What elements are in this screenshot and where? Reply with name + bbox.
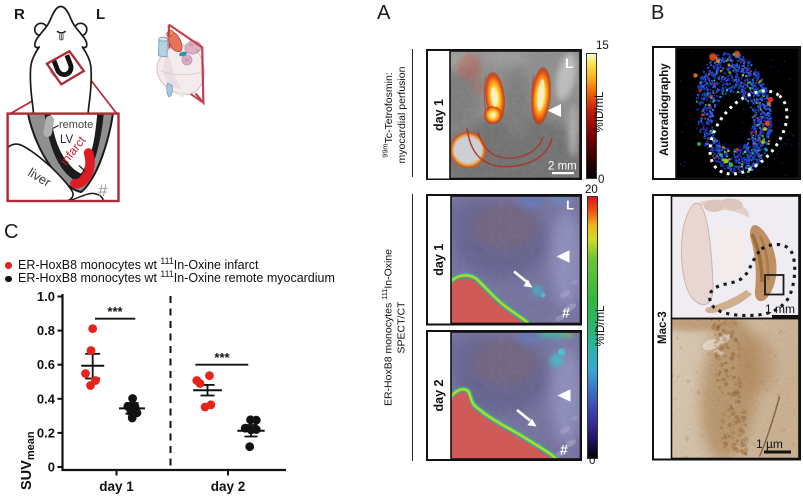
svg-text:SUVmean: SUVmean: [19, 431, 37, 490]
svg-text:***: ***: [107, 304, 123, 319]
svg-text:L: L: [565, 55, 574, 71]
svg-text:day 1: day 1: [432, 98, 446, 130]
svg-text:day 2: day 2: [432, 379, 446, 411]
svg-text:L: L: [566, 198, 574, 213]
svg-text:L: L: [96, 6, 105, 23]
svg-text:2 mm: 2 mm: [548, 160, 577, 172]
svg-text:0.8: 0.8: [37, 323, 55, 338]
svg-text:1.0: 1.0: [37, 289, 55, 304]
svg-text:Mac-3: Mac-3: [657, 311, 669, 344]
svg-text:1 µm: 1 µm: [756, 437, 783, 451]
svg-text:1 mm: 1 mm: [765, 302, 795, 316]
svg-text:day 2: day 2: [211, 479, 246, 494]
svg-text:R: R: [14, 6, 25, 23]
svg-text:Autoradiography: Autoradiography: [659, 63, 671, 156]
svg-text:0.4: 0.4: [37, 391, 56, 406]
svg-text:0.6: 0.6: [37, 357, 55, 372]
svg-text:0.2: 0.2: [37, 425, 55, 440]
svg-text:LV: LV: [60, 134, 74, 146]
svg-text:remote: remote: [59, 119, 93, 131]
svg-text:0: 0: [48, 460, 55, 475]
svg-text:#: #: [560, 441, 568, 457]
svg-text:#: #: [98, 181, 108, 200]
svg-text:***: ***: [214, 350, 230, 365]
svg-text:day 1: day 1: [432, 244, 446, 276]
svg-text:#: #: [562, 305, 570, 321]
svg-text:day 1: day 1: [99, 479, 134, 494]
